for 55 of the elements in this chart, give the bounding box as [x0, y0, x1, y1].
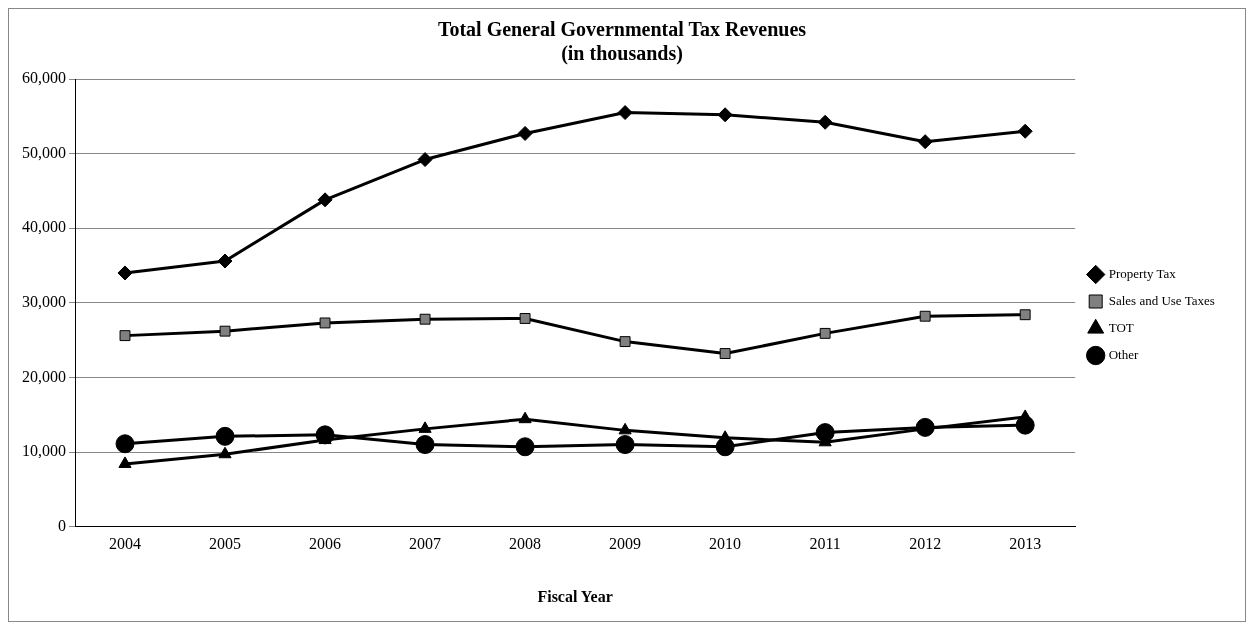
x-tick-label: 2008 — [509, 535, 542, 553]
legend-label: Property Tax — [1108, 265, 1177, 281]
x-tick-label: 2005 — [209, 535, 242, 553]
point — [919, 310, 931, 322]
point — [115, 434, 135, 454]
point — [717, 107, 733, 123]
x-tick-label: 2004 — [109, 535, 142, 553]
point — [319, 317, 331, 329]
point — [618, 422, 632, 435]
y-tick-label: 60,000 — [22, 69, 66, 87]
x-axis-title: Fiscal Year — [537, 587, 613, 605]
x-tick-label: 2013 — [1009, 535, 1042, 553]
legend-label: Sales and Use Taxes — [1108, 292, 1215, 308]
y-tick-label: 50,000 — [22, 143, 66, 161]
point — [615, 435, 635, 455]
point — [218, 446, 232, 459]
x-tick-label: 2012 — [909, 535, 942, 553]
point — [817, 114, 833, 130]
point — [1017, 123, 1033, 139]
x-tick-label: 2009 — [609, 535, 642, 553]
point — [1019, 309, 1031, 321]
point — [518, 411, 532, 424]
point — [215, 426, 235, 446]
point — [219, 325, 231, 337]
y-tick-label: 40,000 — [22, 218, 66, 236]
x-tick-label: 2011 — [809, 535, 841, 553]
point — [619, 336, 631, 348]
legend-label: TOT — [1108, 319, 1134, 335]
legend-label: Other — [1108, 346, 1139, 362]
point — [917, 134, 933, 150]
point — [718, 430, 732, 442]
point — [819, 327, 831, 339]
point — [415, 435, 435, 455]
point — [419, 313, 431, 325]
point — [119, 330, 131, 342]
point — [515, 437, 535, 457]
x-tick-label: 2006 — [309, 535, 342, 553]
text: Total General Governmental Tax Revenues — [437, 18, 807, 41]
x-tick-label: 2010 — [709, 535, 742, 553]
point — [117, 265, 133, 281]
point — [617, 105, 633, 121]
point — [118, 456, 132, 468]
text: (in thousands) — [561, 42, 683, 65]
point — [418, 421, 432, 433]
point — [417, 152, 433, 168]
y-tick-label: 20,000 — [22, 367, 66, 385]
point — [519, 313, 531, 324]
y-tick-label: 30,000 — [22, 293, 66, 310]
point — [517, 125, 533, 141]
point — [217, 253, 233, 269]
y-tick-label: 10,000 — [22, 442, 66, 460]
x-tick-label: 2007 — [409, 535, 442, 553]
point — [719, 348, 731, 359]
point — [317, 192, 333, 208]
y-tick-label: 0 — [58, 516, 66, 534]
